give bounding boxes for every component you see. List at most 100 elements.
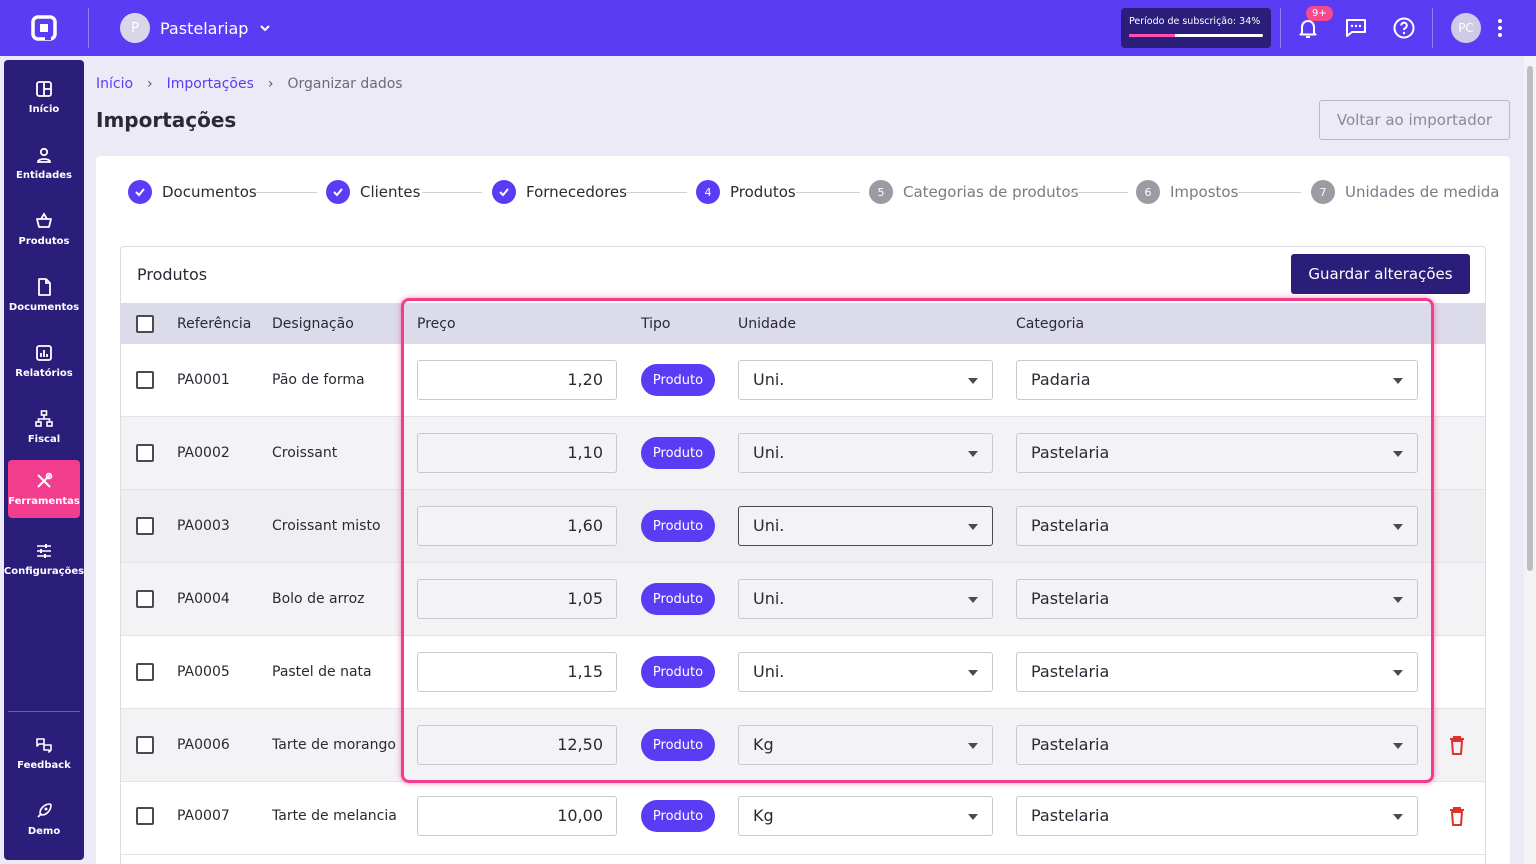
sidebar-divider [8,711,80,712]
category-select[interactable]: Pastelaria [1016,796,1418,836]
breadcrumb-imports-link[interactable]: Importações [166,76,254,92]
help-icon[interactable] [1392,16,1416,40]
category-select[interactable]: Padaria [1016,360,1418,400]
step-label: Unidades de medida [1345,183,1500,201]
price-input[interactable]: 10,00 [417,796,617,836]
header-reference[interactable]: Referência [177,316,252,332]
company-selector[interactable]: P Pastelariap [120,13,272,43]
trash-icon[interactable] [1448,806,1466,826]
sidebar-item-label: Ferramentas [8,496,80,507]
step-label: Produtos [730,183,796,201]
row-reference: PA0001 [177,372,230,388]
category-value: Pastelaria [1031,806,1110,825]
row-reference: PA0005 [177,664,230,680]
step-produtos[interactable]: 4 Produtos [696,180,796,204]
caret-down-icon [1393,743,1403,749]
sidebar-item-label: Início [28,104,60,115]
step-clientes[interactable]: Clientes [326,180,420,204]
price-input[interactable]: 1,15 [417,652,617,692]
unit-select[interactable]: Uni. [738,652,993,692]
header-price[interactable]: Preço [417,316,456,332]
check-icon [326,180,350,204]
divider [1432,8,1433,48]
unit-select[interactable]: Kg [738,725,993,765]
save-changes-button[interactable]: Guardar alterações [1291,254,1470,294]
row-checkbox[interactable] [136,590,154,608]
step-impostos[interactable]: 6 Impostos [1136,180,1238,204]
caret-down-icon [968,670,978,676]
subscription-period[interactable]: Período de subscrição: 34% [1121,8,1271,48]
more-vertical-icon[interactable] [1494,16,1506,40]
row-checkbox[interactable] [136,807,154,825]
sidebar-item-relatorios[interactable]: Relatórios [8,332,80,390]
unit-select[interactable]: Uni. [738,360,993,400]
step-categorias[interactable]: 5 Categorias de produtos [869,180,1079,204]
row-checkbox[interactable] [136,371,154,389]
top-bar: P Pastelariap Período de subscrição: 34%… [0,0,1536,56]
step-documentos[interactable]: Documentos [128,180,257,204]
row-checkbox[interactable] [136,517,154,535]
sidebar-item-produtos[interactable]: Produtos [8,200,80,258]
sidebar-item-entidades[interactable]: Entidades [8,134,80,192]
header-category[interactable]: Categoria [1016,316,1085,332]
step-fornecedores[interactable]: Fornecedores [492,180,627,204]
header-type[interactable]: Tipo [641,316,671,332]
caret-down-icon [968,451,978,457]
step-connector [255,192,317,193]
category-select[interactable]: Pastelaria [1016,725,1418,765]
type-badge: Produto [641,437,715,469]
scrollbar-thumb[interactable] [1527,66,1533,571]
user-avatar[interactable]: PC [1451,13,1481,43]
category-select[interactable]: Pastelaria [1016,652,1418,692]
price-input[interactable]: 1,20 [417,360,617,400]
table-row: PA0003 Croissant misto 1,60 Produto Uni.… [121,490,1485,563]
bell-icon[interactable] [1296,16,1320,40]
trash-icon[interactable] [1448,735,1466,755]
rocket-icon [37,803,52,818]
breadcrumb-home-link[interactable]: Início [96,76,134,92]
header-designation[interactable]: Designação [272,316,354,332]
unit-select[interactable]: Uni. [738,579,993,619]
table-header: Referência Designação Preço Tipo Unidade… [121,303,1485,344]
price-input[interactable]: 1,10 [417,433,617,473]
sidebar-item-demo[interactable]: Demo [8,790,80,848]
table-row: PA0006 Tarte de morango 12,50 Produto Kg… [121,709,1485,782]
sidebar-item-inicio[interactable]: Início [8,68,80,126]
unit-select[interactable]: Kg [738,796,993,836]
row-designation: Tarte de morango [272,737,396,753]
select-all-checkbox[interactable] [136,315,154,333]
row-designation: Tarte de melancia [272,808,397,824]
table-row: PA0002 Croissant 1,10 Produto Uni. Paste… [121,417,1485,490]
header-unit[interactable]: Unidade [738,316,796,332]
row-checkbox[interactable] [136,736,154,754]
unit-value: Uni. [753,370,785,389]
sidebar-item-ferramentas[interactable]: Ferramentas [8,460,80,518]
sidebar-item-fiscal[interactable]: Fiscal [8,398,80,456]
chat-icon[interactable] [1344,16,1368,40]
price-input[interactable]: 1,05 [417,579,617,619]
app-logo-icon[interactable] [30,14,58,42]
price-input[interactable]: 1,60 [417,506,617,546]
sidebar-item-documentos[interactable]: Documentos [8,266,80,324]
subscription-label: Período de subscrição: 34% [1129,16,1261,27]
sidebar-item-configuracoes[interactable]: Configurações [4,530,84,588]
back-to-importer-button[interactable]: Voltar ao importador [1319,100,1510,140]
step-connector [796,192,860,193]
category-select[interactable]: Pastelaria [1016,433,1418,473]
step-unidades[interactable]: 7 Unidades de medida [1311,180,1499,204]
category-select[interactable]: Pastelaria [1016,579,1418,619]
page-scrollbar[interactable] [1524,56,1536,864]
sidebar-item-label: Entidades [16,170,72,181]
unit-select[interactable]: Uni. [738,506,993,546]
step-connector [422,192,482,193]
divider [88,8,89,48]
category-select[interactable]: Pastelaria [1016,506,1418,546]
person-icon [37,147,51,163]
sidebar-item-feedback[interactable]: Feedback [8,724,80,782]
row-checkbox[interactable] [136,444,154,462]
row-checkbox[interactable] [136,663,154,681]
caret-down-icon [1393,451,1403,457]
unit-select[interactable]: Uni. [738,433,993,473]
price-input[interactable]: 12,50 [417,725,617,765]
caret-down-icon [1393,814,1403,820]
